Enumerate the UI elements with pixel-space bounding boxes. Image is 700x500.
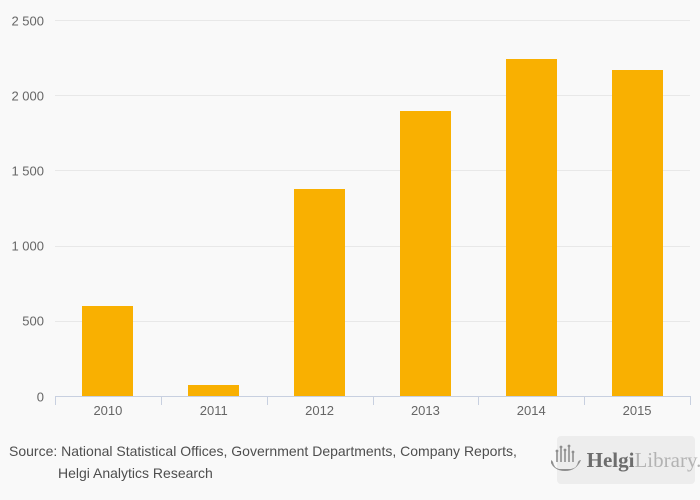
y-axis-label-500: 500 (22, 313, 44, 329)
bar-2012[interactable] (294, 189, 346, 396)
y-gridline-2000 (55, 95, 690, 97)
x-axis-label-2015: 2015 (622, 403, 652, 418)
bar-2013[interactable] (399, 110, 451, 396)
x-axis-label-2011: 2011 (199, 403, 228, 418)
brand-helgi: Helgi (586, 447, 635, 472)
x-axis-tick (266, 396, 268, 405)
x-axis-tick (690, 396, 691, 405)
x-axis-label-2013: 2013 (410, 403, 440, 418)
x-axis-tick (160, 396, 162, 405)
brand-library: Library. (634, 447, 700, 472)
helgi-library-logo[interactable]: HelgiLibrary. (549, 436, 700, 484)
y-axis-label-2000: 2 000 (11, 88, 44, 104)
x-axis-label-2014: 2014 (516, 403, 546, 418)
source-caption: Source: National Statistical Offices, Go… (9, 440, 517, 484)
bar-2015[interactable] (611, 70, 663, 396)
chart-footer: Source: National Statistical Offices, Go… (0, 432, 700, 500)
bar-chart: 0 500 1 000 1 500 2 000 2 500 2010 2011 2012 2013… (11, 13, 691, 418)
x-axis-tick (478, 396, 480, 405)
source-caption-line2: Helgi Analytics Research (58, 465, 213, 481)
source-caption-line1: Source: National Statistical Offices, Go… (9, 443, 517, 459)
x-axis-label-2012: 2012 (305, 403, 335, 418)
y-axis-label-0: 0 (36, 389, 44, 404)
x-axis-tick (584, 396, 586, 405)
x-axis-tick (372, 396, 374, 405)
x-axis-tick (55, 396, 56, 405)
y-gridline-500 (55, 320, 690, 322)
y-axis-label-2500: 2 500 (11, 13, 44, 28)
y-gridline-1500 (55, 170, 690, 172)
bar-2011[interactable] (188, 384, 240, 396)
brand-wordmark: HelgiLibrary. (587, 448, 700, 473)
bar-2014[interactable] (505, 59, 557, 396)
x-axis-label-2010: 2010 (93, 403, 123, 418)
y-gridline-1000 (55, 245, 690, 247)
helgi-ship-icon (549, 442, 581, 479)
y-axis-label-1500: 1 500 (11, 163, 44, 179)
y-axis-label-1000: 1 000 (11, 238, 44, 254)
bar-2010[interactable] (82, 305, 134, 396)
y-gridline-2500 (55, 20, 690, 21)
